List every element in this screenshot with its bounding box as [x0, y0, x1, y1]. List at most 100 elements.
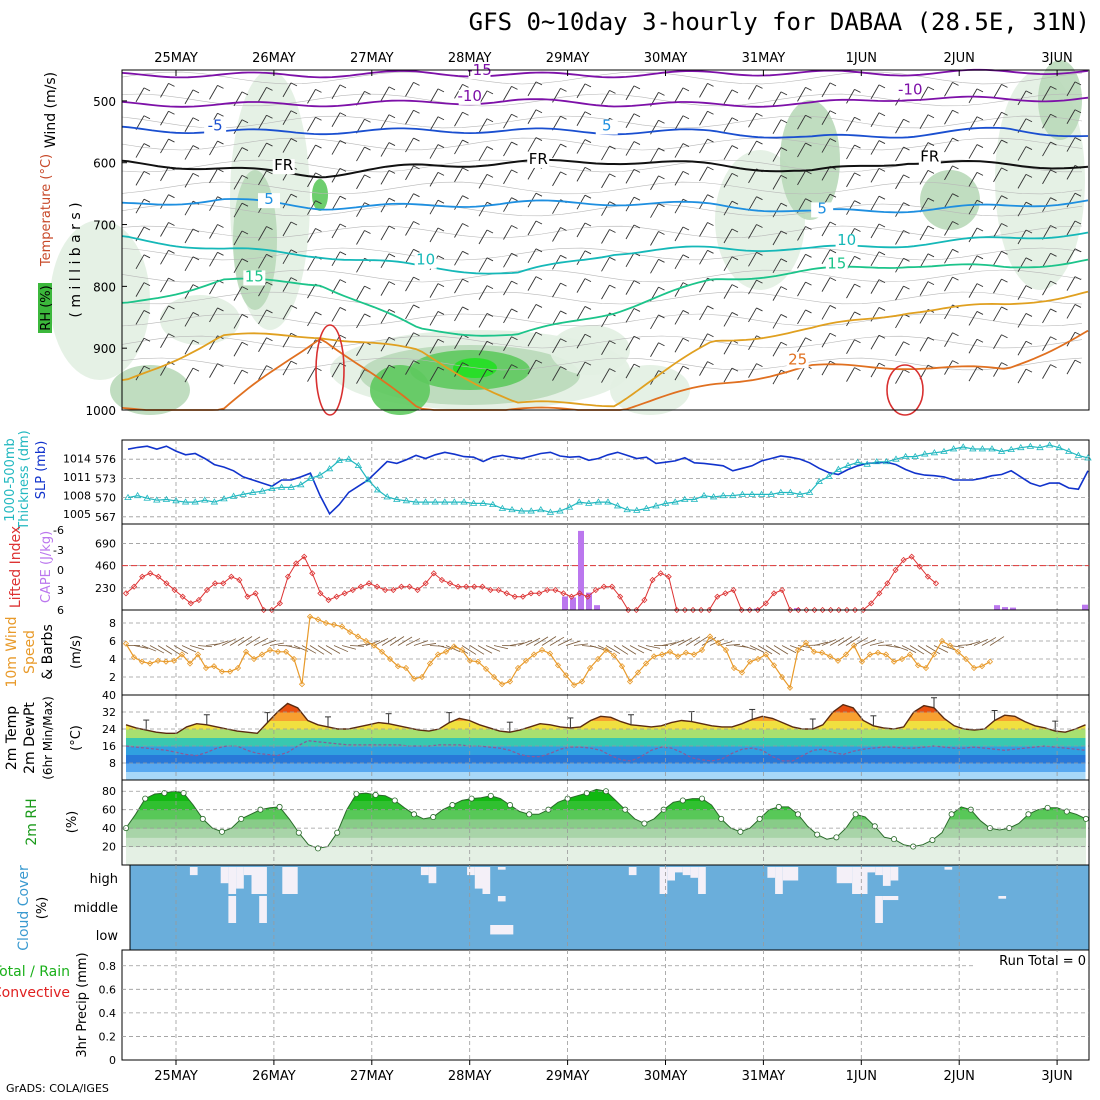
surface-wind-barb	[445, 645, 461, 653]
wind-barb	[919, 337, 929, 352]
thickness-marker	[277, 483, 286, 490]
rh-marker	[948, 811, 955, 818]
wind-barb	[993, 278, 1002, 294]
wind-barb-flag	[266, 226, 273, 230]
wind-marker	[402, 664, 410, 672]
wind-barb-flag	[976, 116, 984, 121]
wind-barb	[576, 361, 586, 377]
rh-marker	[891, 836, 898, 843]
wind-marker	[474, 658, 482, 665]
thickness-marker	[661, 499, 670, 506]
wind-barb	[919, 170, 929, 185]
thickness-marker	[767, 490, 775, 497]
wind-barb	[625, 141, 635, 156]
wind-barb	[723, 200, 733, 216]
top-date-label: 30MAY	[644, 51, 688, 66]
wind-marker	[970, 664, 978, 672]
wind-barb	[919, 197, 929, 213]
axis-label-rh: RH (%)	[39, 285, 54, 330]
contour-label-bg	[811, 202, 834, 218]
thickness-marker	[815, 477, 823, 484]
lifted-marker	[374, 583, 381, 590]
wind-barb-flag	[584, 166, 592, 171]
lifted-marker	[463, 583, 470, 590]
wind-barb-flag	[339, 362, 347, 367]
wind-barb	[405, 221, 414, 236]
wind-barb-flag	[143, 254, 151, 259]
wind-barb	[576, 139, 586, 154]
cape-bar	[754, 608, 760, 610]
wind-barb	[552, 282, 561, 298]
thickness-marker	[537, 505, 545, 513]
wind-barb-flag	[535, 109, 543, 114]
wind-marker	[146, 660, 154, 667]
wind-barb-flag	[266, 365, 273, 369]
wind-barb-flag	[584, 194, 592, 199]
rh-marker	[314, 845, 321, 852]
wind-barb	[184, 145, 194, 160]
wind-barb-flag	[413, 82, 420, 86]
thickness-tick: 573	[95, 472, 116, 485]
wind-barb	[993, 84, 1002, 99]
cape-bar	[562, 596, 568, 610]
top-date-label: 3JUN	[1041, 51, 1072, 66]
rh-isoline	[121, 335, 1083, 349]
wind-barb-flag	[437, 283, 445, 288]
wind-barb-flag	[1001, 223, 1008, 227]
wind-marker	[466, 657, 474, 664]
wind-barb-flag	[682, 226, 690, 231]
wind-barb-flag	[437, 144, 445, 148]
wind-barb-flag	[878, 223, 886, 228]
wind-marker	[826, 653, 834, 660]
wind-barb	[454, 112, 463, 127]
wind-barb	[160, 194, 169, 209]
wind-barb	[331, 362, 341, 378]
wind-barb-flag	[1074, 359, 1082, 364]
wind-barb	[307, 144, 316, 160]
wind-barb-flag	[462, 111, 469, 116]
wind-barb-flag	[1025, 229, 1033, 234]
wind-barb-flag	[1025, 90, 1033, 95]
wind-barb	[723, 340, 733, 355]
wind-barb	[429, 116, 439, 131]
wind-barb-flag	[633, 363, 641, 368]
wind-barb-flag	[829, 249, 837, 254]
lifted-tick: 3	[57, 584, 64, 597]
wind-barb	[429, 227, 439, 243]
thickness-marker	[335, 456, 343, 463]
wind-barb	[944, 165, 953, 181]
axis-label-total-rain: Total / Rain	[0, 964, 70, 980]
lifted-marker	[163, 580, 170, 587]
wind-barb-flag	[486, 257, 494, 262]
surface-wind-barb	[637, 645, 653, 652]
wind-barb-flag	[731, 256, 739, 261]
wind-barb-flag	[437, 227, 445, 232]
wind-barb-flag	[413, 304, 420, 309]
wind-barb-flag	[976, 338, 984, 343]
wind-barb	[1066, 109, 1076, 124]
wind-barb-flag	[682, 254, 690, 259]
wind-barb	[233, 175, 243, 190]
thickness-marker	[777, 488, 785, 495]
thickness-marker	[162, 495, 171, 502]
thickness-marker	[671, 498, 679, 505]
wind-barb-flag	[707, 305, 714, 310]
wind-barb	[846, 89, 855, 104]
wind-marker	[610, 652, 618, 659]
wind-barb	[821, 82, 831, 98]
wind-barb	[821, 333, 831, 348]
lifted-marker	[908, 553, 915, 560]
rh-marker	[218, 828, 225, 835]
wind-barb	[503, 114, 512, 129]
rh-isoline	[121, 313, 1083, 327]
rh-isoline	[121, 115, 1083, 129]
wind-barb	[258, 254, 267, 269]
wind-barb	[1017, 368, 1027, 384]
wind-barb	[454, 139, 463, 155]
wind-marker	[754, 655, 762, 663]
cape-bar	[578, 530, 584, 610]
wind-barb-flag	[584, 333, 592, 338]
wind-marker	[490, 673, 498, 681]
pressure-tick-label: 1000	[85, 404, 116, 418]
wind-marker	[450, 643, 458, 650]
